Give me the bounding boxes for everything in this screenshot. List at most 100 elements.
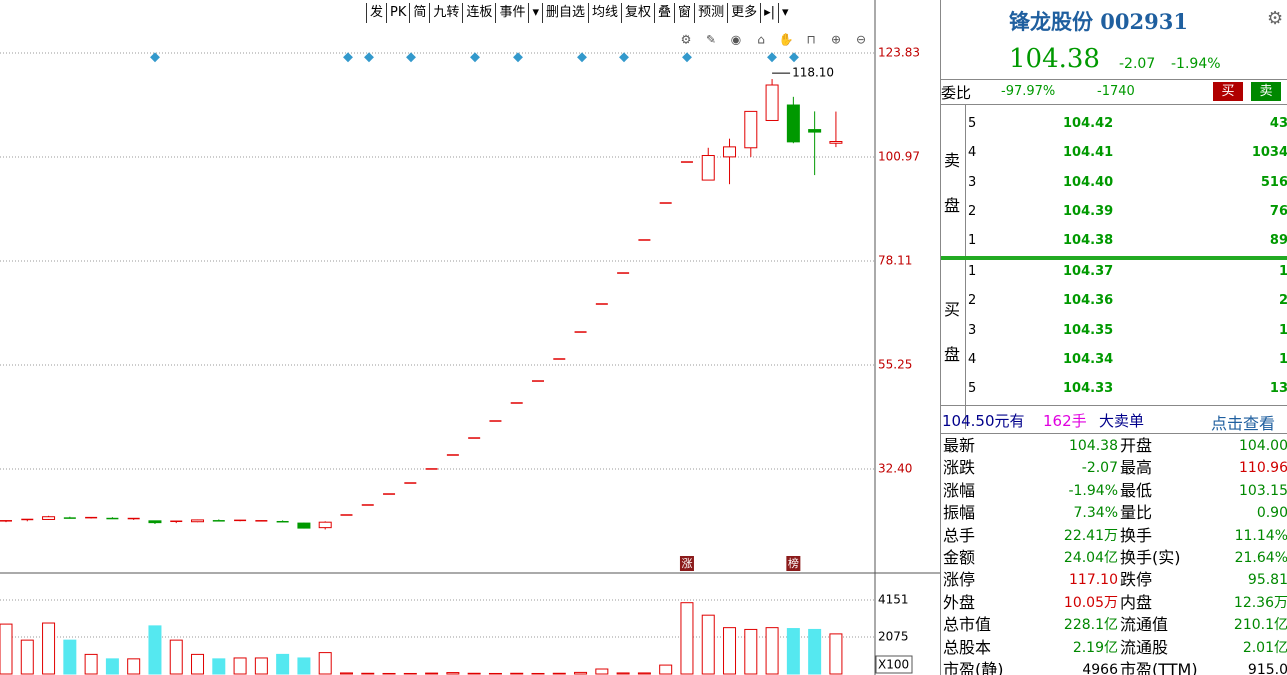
stat-value: 915.0 — [1247, 662, 1287, 675]
stat-label: 外盘 — [943, 592, 976, 612]
stat-label: 最低 — [1120, 480, 1153, 500]
volume-bar — [425, 672, 439, 675]
level-price: 104.38 — [1063, 233, 1114, 249]
volume-bar — [765, 627, 779, 675]
toolbar-button[interactable]: 事件 — [495, 3, 528, 23]
level-price: 104.41 — [1063, 145, 1114, 161]
toolbar-button[interactable]: 发 — [366, 3, 386, 23]
stat-label: 总手 — [943, 525, 976, 545]
candle-body — [723, 146, 737, 158]
price-change: -2.07 — [1119, 56, 1156, 72]
level-price: 104.33 — [1063, 381, 1114, 397]
trade-kind: 大卖单 — [1099, 412, 1145, 430]
level: 2 — [968, 293, 977, 309]
volume-bar — [574, 671, 588, 675]
candle-body — [318, 521, 332, 529]
toolbar-button[interactable]: ▾ — [778, 3, 792, 23]
stat-label: 开盘 — [1120, 436, 1153, 455]
toolbar-button[interactable]: 预测 — [694, 3, 727, 23]
volume-bar — [254, 657, 268, 675]
stat-value: 2.19亿 — [1072, 639, 1118, 656]
toolbar-button[interactable]: 更多 — [727, 3, 760, 23]
stat-value: 21.64% — [1234, 550, 1287, 566]
level: 1 — [968, 264, 977, 279]
y-tick-label: 55.25 — [878, 358, 912, 372]
volume-bar — [318, 652, 332, 675]
chart-tool[interactable]: ⚙ — [681, 33, 692, 47]
level: 2 — [968, 203, 977, 219]
stat-value: 117.10 — [1069, 572, 1118, 589]
toolbar-button[interactable]: ▸| — [760, 3, 778, 23]
level-price: 104.34 — [1063, 351, 1114, 367]
toolbar-button[interactable]: 连板 — [462, 3, 495, 23]
toolbar-button[interactable]: 删自选 — [541, 3, 588, 23]
volume-bar — [361, 672, 375, 675]
unit-box — [875, 655, 913, 674]
divider — [941, 405, 1287, 406]
toolbar-button[interactable]: 复权 — [621, 3, 654, 23]
chart-tool[interactable]: ◉ — [731, 33, 741, 47]
stat-label: 流通值 — [1120, 615, 1169, 635]
stat-label: 市盈(TTM) — [1120, 660, 1198, 675]
volume-bar — [20, 639, 34, 675]
chart-tool[interactable]: ⊕ — [831, 33, 841, 47]
kline-chart: 32.40 55.25 78.11 100.97 123.83 ⚙ ✎ ◉ ⌂ ✋ ⊓ ⊕ ⊖ 118.1… — [0, 0, 940, 675]
stat-value: 210.1亿 — [1233, 617, 1287, 634]
trade-link[interactable]: 点击查看 — [1211, 414, 1276, 433]
side-label: 卖 — [944, 151, 961, 170]
y-tick-label: 4151 — [878, 593, 909, 607]
chart-tool[interactable]: ⊓ — [806, 33, 815, 47]
chart-tool[interactable]: ✎ — [706, 33, 716, 47]
chart-tool[interactable]: ⌂ — [757, 33, 765, 47]
stat-value: 110.96 — [1239, 460, 1287, 477]
volume-bar — [552, 672, 566, 675]
toolbar-button[interactable]: 九转 — [429, 3, 462, 23]
level-price: 104.42 — [1063, 116, 1114, 131]
stat-value: 11.14% — [1234, 527, 1287, 544]
level-volume: 1 — [1279, 352, 1287, 367]
volume-bar — [701, 614, 715, 675]
y-tick-label: 100.97 — [878, 150, 920, 164]
side-divider — [965, 104, 966, 429]
volume-bar — [148, 625, 162, 675]
marker-label: 榜 — [788, 556, 799, 570]
trade-price: 104.50元有 — [942, 412, 1025, 430]
event-marker — [682, 52, 692, 63]
buy-button[interactable]: 买 — [1213, 82, 1243, 101]
level-price: 104.35 — [1063, 322, 1114, 338]
y-tick-label: 2075 — [878, 630, 909, 644]
volume-bar — [637, 672, 651, 675]
candle-body — [744, 110, 758, 149]
stat-value: 104.38 — [1069, 438, 1118, 454]
settings-icon[interactable]: ⚙ — [1267, 8, 1284, 29]
stat-label: 换手 — [1120, 525, 1153, 545]
level-volume: 89 — [1269, 233, 1287, 249]
stat-label: 涨跌 — [943, 458, 976, 478]
candle-body — [148, 520, 162, 524]
stat-value: 228.1亿 — [1063, 617, 1118, 634]
toolbar-button[interactable]: PK — [386, 3, 409, 23]
stat-label: 涨幅 — [943, 480, 976, 500]
chart-tool[interactable]: ✋ — [779, 33, 794, 47]
toolbar-button[interactable]: 简 — [409, 3, 429, 23]
candle-body — [191, 519, 205, 523]
volume-bar — [63, 639, 77, 675]
candle-body — [765, 84, 779, 121]
sell-button[interactable]: 卖 — [1251, 82, 1281, 101]
stat-label: 振幅 — [943, 503, 976, 523]
toolbar-button[interactable]: 窗 — [674, 3, 694, 23]
stat-label: 量比 — [1120, 503, 1153, 523]
toolbar-button[interactable]: 叠 — [654, 3, 674, 23]
volume-bar — [105, 658, 119, 675]
chart-tool[interactable]: ⊖ — [856, 33, 866, 47]
volume-bar — [403, 672, 417, 675]
volume-bar — [382, 672, 396, 675]
toolbar-button[interactable]: ▾ — [528, 3, 542, 23]
trade-lots: 162手 — [1043, 412, 1087, 430]
level-price: 104.40 — [1063, 174, 1114, 190]
toolbar-button[interactable]: 均线 — [588, 3, 621, 23]
level-volume: 1 — [1279, 323, 1287, 338]
event-marker — [767, 52, 777, 63]
level: 5 — [968, 381, 977, 397]
